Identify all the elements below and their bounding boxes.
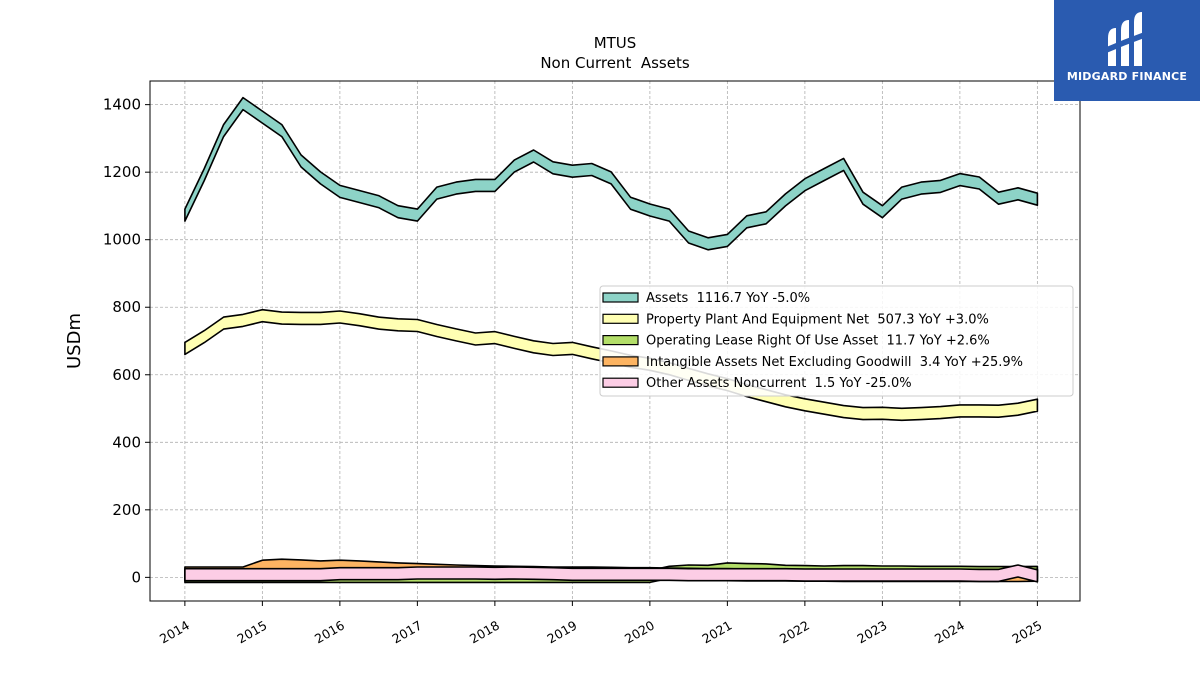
series-band-1 <box>184 308 1039 422</box>
y-tick-label: 0 <box>131 568 141 586</box>
series-layer <box>184 96 1039 584</box>
legend-swatch <box>602 377 639 388</box>
y-tick-label: 200 <box>112 501 141 519</box>
x-tick-label: 2017 <box>389 618 424 647</box>
logo-text: MIDGARD FINANCE <box>1066 70 1188 83</box>
legend-box <box>599 285 1074 397</box>
legend-swatch <box>602 335 639 346</box>
x-tick-label: 2018 <box>467 618 502 647</box>
legend-swatch <box>602 313 639 324</box>
x-tick-label: 2022 <box>777 618 812 647</box>
legend-swatch <box>602 292 639 303</box>
y-tick-label: 1400 <box>103 96 141 114</box>
x-tick-label: 2016 <box>312 618 347 647</box>
legend-label: Operating Lease Right Of Use Asset 11.7 … <box>646 334 990 349</box>
legend: Assets 1116.7 YoY -5.0% Property Plant An… <box>599 285 1074 397</box>
chart-title: MTUS <box>594 34 637 52</box>
x-tick-label: 2023 <box>854 618 889 647</box>
legend-label: Other Assets Noncurrent 1.5 YoY -25.0% <box>646 376 912 391</box>
x-tick-label: 2025 <box>1009 618 1044 647</box>
y-tick-label: 600 <box>112 366 141 384</box>
x-tick-label: 2020 <box>622 618 657 647</box>
legend-label: Assets 1116.7 YoY -5.0% <box>646 291 810 306</box>
legend-swatch <box>602 356 639 367</box>
midgard-finance-logo: MIDGARD FINANCE <box>1054 0 1200 101</box>
y-tick-label: 400 <box>112 433 141 451</box>
legend-label: Intangible Assets Net Excluding Goodwill… <box>646 355 1023 370</box>
x-tick-label: 2014 <box>157 618 192 647</box>
y-tick-label: 1200 <box>103 163 141 181</box>
y-axis-label: USDm <box>64 313 85 369</box>
y-tick-label: 1000 <box>103 231 141 249</box>
plot-frame <box>149 80 1081 602</box>
x-tick-label: 2024 <box>932 618 967 647</box>
series-band-0 <box>184 96 1039 251</box>
y-tick-label: 800 <box>112 298 141 316</box>
x-tick-label: 2019 <box>544 618 579 647</box>
legend-label: Property Plant And Equipment Net 507.3 Y… <box>646 312 989 327</box>
x-tick-label: 2021 <box>699 618 734 647</box>
series-band-4 <box>184 564 1039 583</box>
logo-mark-icon <box>1104 12 1150 66</box>
chart-subtitle: Non Current Assets <box>540 54 690 72</box>
x-tick-label: 2015 <box>234 618 269 647</box>
